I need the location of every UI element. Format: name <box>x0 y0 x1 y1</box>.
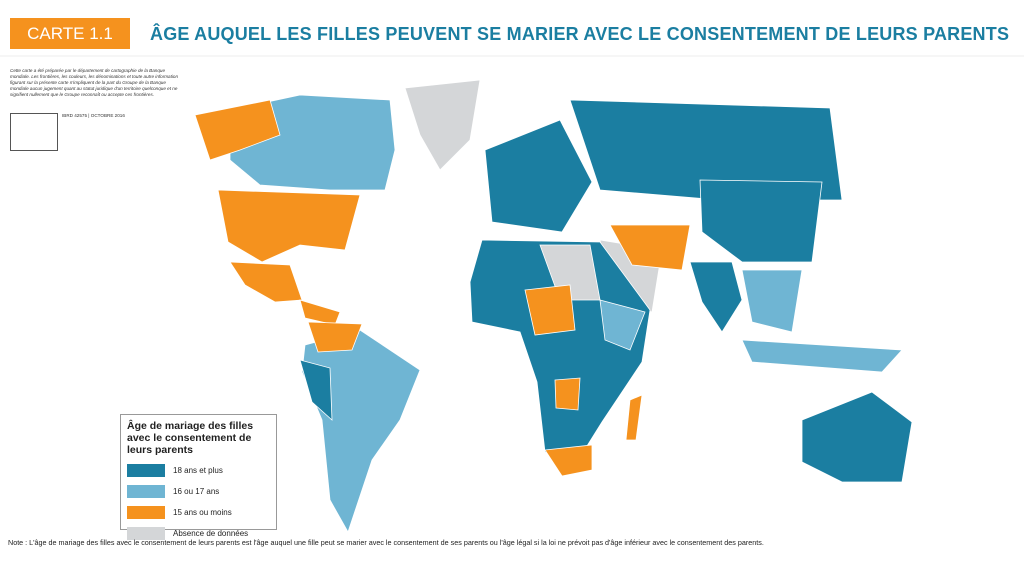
note: Note : L'âge de mariage des filles avec … <box>8 538 764 547</box>
east-africa <box>599 299 646 351</box>
legend-item: 18 ans et plus <box>127 460 270 481</box>
southeast-asia <box>741 269 803 333</box>
europe <box>484 119 593 233</box>
countries <box>194 79 913 533</box>
legend-item: Absence de données <box>127 523 270 544</box>
legend-title: Âge de mariage des filles avec le consen… <box>127 420 254 456</box>
alaska <box>194 99 281 161</box>
angola <box>554 377 581 411</box>
india <box>689 261 743 333</box>
legend-label: 18 ans et plus <box>173 466 223 475</box>
peru <box>299 359 333 421</box>
usa <box>217 189 361 263</box>
legend-label: 15 ans ou moins <box>173 508 232 517</box>
legend: Âge de mariage des filles avec le consen… <box>120 414 277 540</box>
australia <box>801 391 913 483</box>
legend-item: 16 ou 17 ans <box>127 481 270 502</box>
greenland <box>404 79 481 171</box>
south-america <box>301 329 421 533</box>
west-africa-a <box>524 284 576 336</box>
logo <box>10 113 58 151</box>
mexico <box>229 261 303 303</box>
legend-label: Absence de données <box>173 529 249 538</box>
south-africa <box>544 444 593 477</box>
legend-items: 18 ans et plus 16 ou 17 ans 15 ans ou moin… <box>127 460 270 544</box>
legend-swatch <box>127 527 165 540</box>
iran-afghanistan <box>609 224 691 271</box>
legend-label: 16 ou 17 ans <box>173 487 220 496</box>
legend-swatch <box>127 506 165 519</box>
central-america <box>299 299 341 326</box>
legend-swatch <box>127 485 165 498</box>
map-title: ÂGE AUQUEL LES FILLES PEUVENT SE MARIER … <box>150 24 1010 44</box>
china <box>699 179 823 263</box>
legend-item: 15 ans ou moins <box>127 502 270 523</box>
map-label: CARTE 1.1 <box>10 18 130 49</box>
madagascar <box>625 394 643 441</box>
legend-swatch <box>127 464 165 477</box>
indonesia <box>741 339 903 373</box>
colombia-venezuela <box>307 321 363 353</box>
map-code: IBRD 42575 | OCTOBRE 2016 <box>62 113 125 118</box>
disclaimer: Cette carte a été préparée par le départ… <box>10 68 179 97</box>
